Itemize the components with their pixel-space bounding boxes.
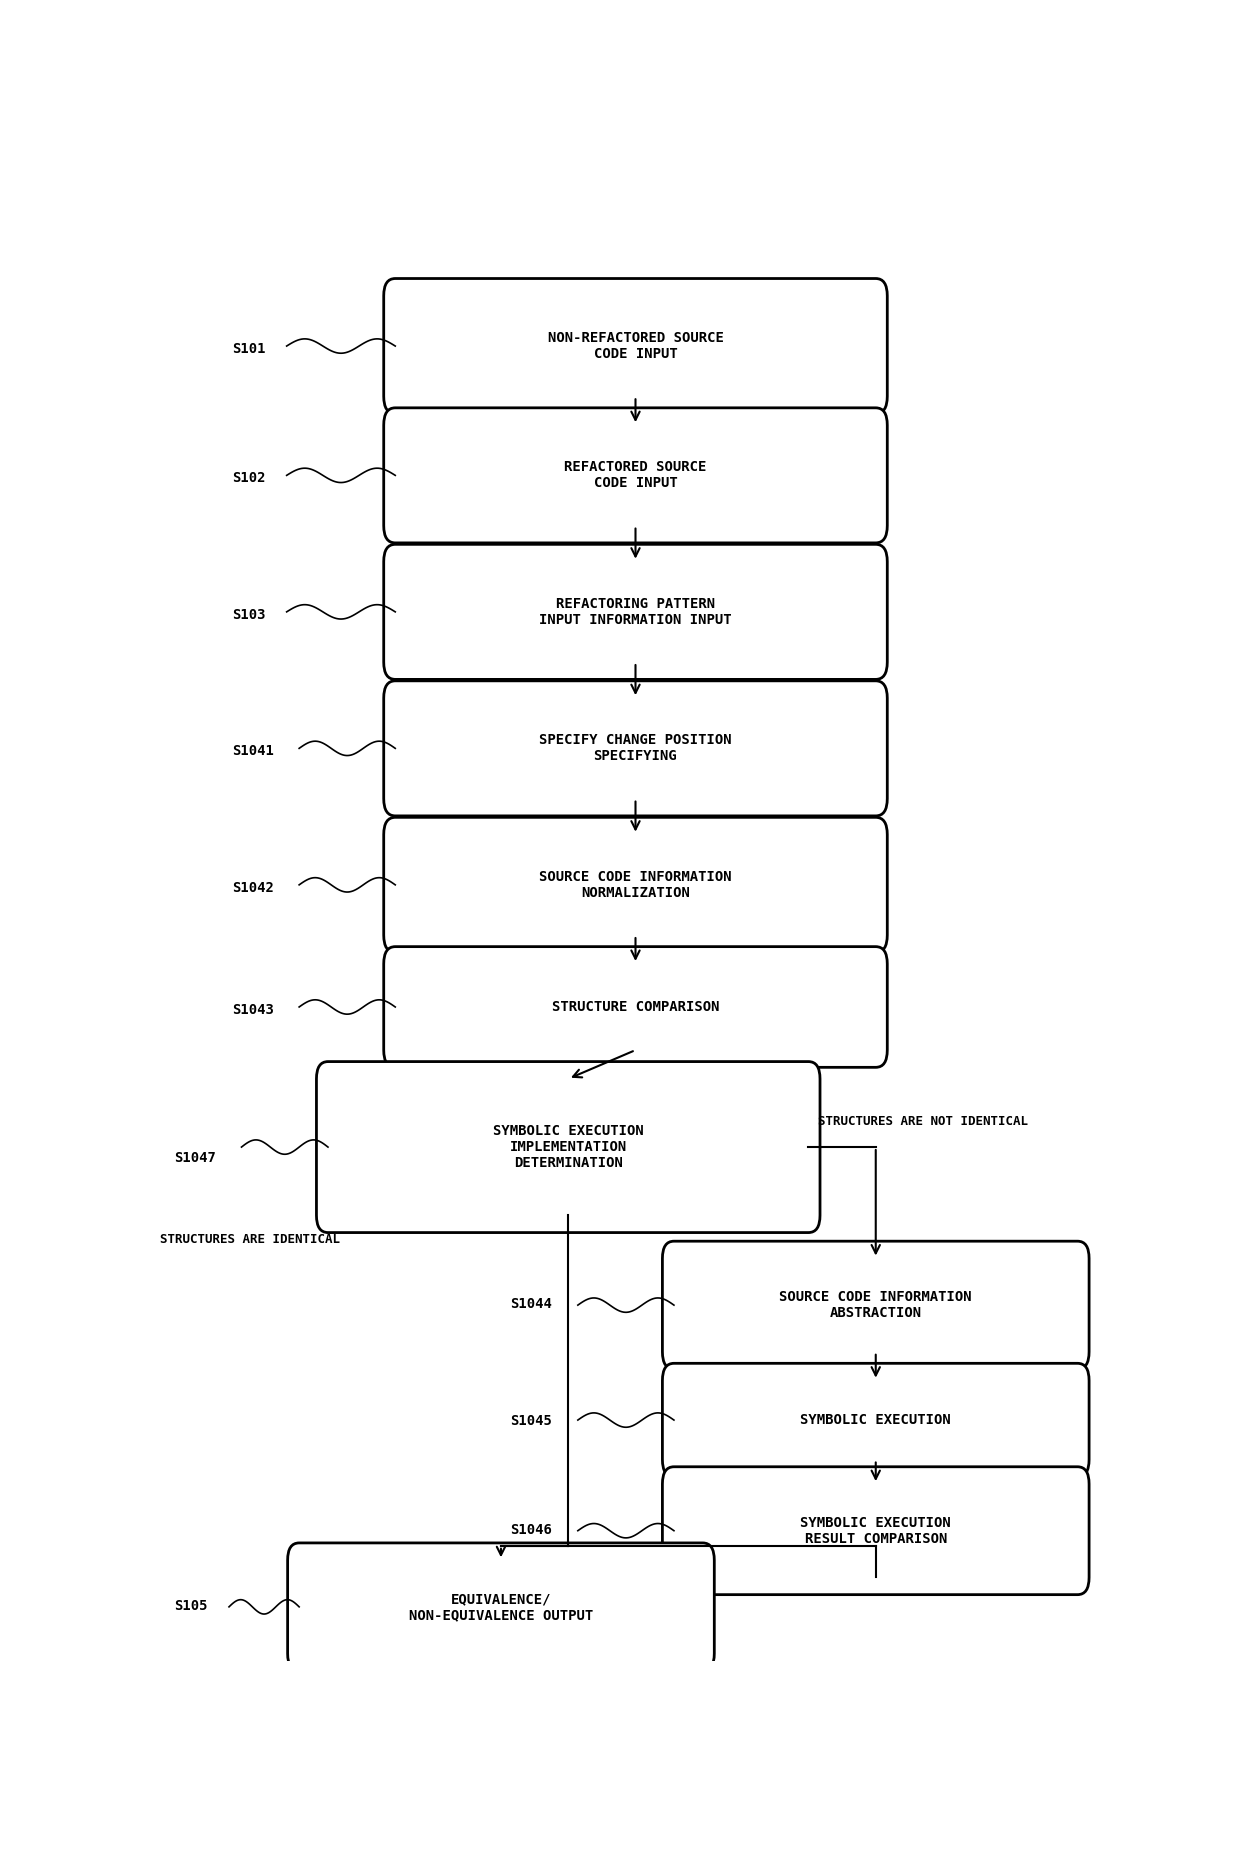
FancyBboxPatch shape [383, 409, 888, 543]
FancyBboxPatch shape [316, 1062, 820, 1233]
Text: S1044: S1044 [511, 1297, 553, 1312]
Text: SOURCE CODE INFORMATION
NORMALIZATION: SOURCE CODE INFORMATION NORMALIZATION [539, 870, 732, 899]
Text: S1047: S1047 [174, 1151, 216, 1164]
Text: S1041: S1041 [232, 745, 274, 758]
Text: S1042: S1042 [232, 881, 274, 894]
FancyBboxPatch shape [383, 545, 888, 679]
FancyBboxPatch shape [383, 278, 888, 414]
Text: STRUCTURES ARE IDENTICAL: STRUCTURES ARE IDENTICAL [160, 1233, 340, 1246]
Text: SYMBOLIC EXECUTION: SYMBOLIC EXECUTION [800, 1413, 951, 1427]
Text: SPECIFY CHANGE POSITION
SPECIFYING: SPECIFY CHANGE POSITION SPECIFYING [539, 733, 732, 763]
FancyBboxPatch shape [662, 1241, 1089, 1370]
Text: SYMBOLIC EXECUTION
RESULT COMPARISON: SYMBOLIC EXECUTION RESULT COMPARISON [800, 1515, 951, 1545]
Text: STRUCTURE COMPARISON: STRUCTURE COMPARISON [552, 1000, 719, 1013]
Text: S105: S105 [174, 1599, 208, 1612]
Text: S1045: S1045 [511, 1414, 553, 1427]
Text: SYMBOLIC EXECUTION
IMPLEMENTATION
DETERMINATION: SYMBOLIC EXECUTION IMPLEMENTATION DETERM… [492, 1123, 644, 1170]
FancyBboxPatch shape [662, 1364, 1089, 1476]
Text: S1046: S1046 [511, 1523, 553, 1538]
Text: REFACTORING PATTERN
INPUT INFORMATION INPUT: REFACTORING PATTERN INPUT INFORMATION IN… [539, 597, 732, 627]
Text: REFACTORED SOURCE
CODE INPUT: REFACTORED SOURCE CODE INPUT [564, 461, 707, 491]
Text: EQUIVALENCE/
NON-EQUIVALENCE OUTPUT: EQUIVALENCE/ NON-EQUIVALENCE OUTPUT [409, 1592, 593, 1622]
FancyBboxPatch shape [383, 681, 888, 815]
Text: S1043: S1043 [232, 1002, 274, 1017]
FancyBboxPatch shape [288, 1543, 714, 1670]
FancyBboxPatch shape [383, 946, 888, 1067]
FancyBboxPatch shape [383, 817, 888, 952]
Text: NON-REFACTORED SOURCE
CODE INPUT: NON-REFACTORED SOURCE CODE INPUT [548, 330, 723, 362]
Text: S102: S102 [232, 472, 265, 485]
Text: S103: S103 [232, 608, 265, 621]
Text: STRUCTURES ARE NOT IDENTICAL: STRUCTURES ARE NOT IDENTICAL [818, 1114, 1028, 1127]
Text: S101: S101 [232, 341, 265, 356]
FancyBboxPatch shape [662, 1467, 1089, 1595]
Text: SOURCE CODE INFORMATION
ABSTRACTION: SOURCE CODE INFORMATION ABSTRACTION [780, 1289, 972, 1321]
